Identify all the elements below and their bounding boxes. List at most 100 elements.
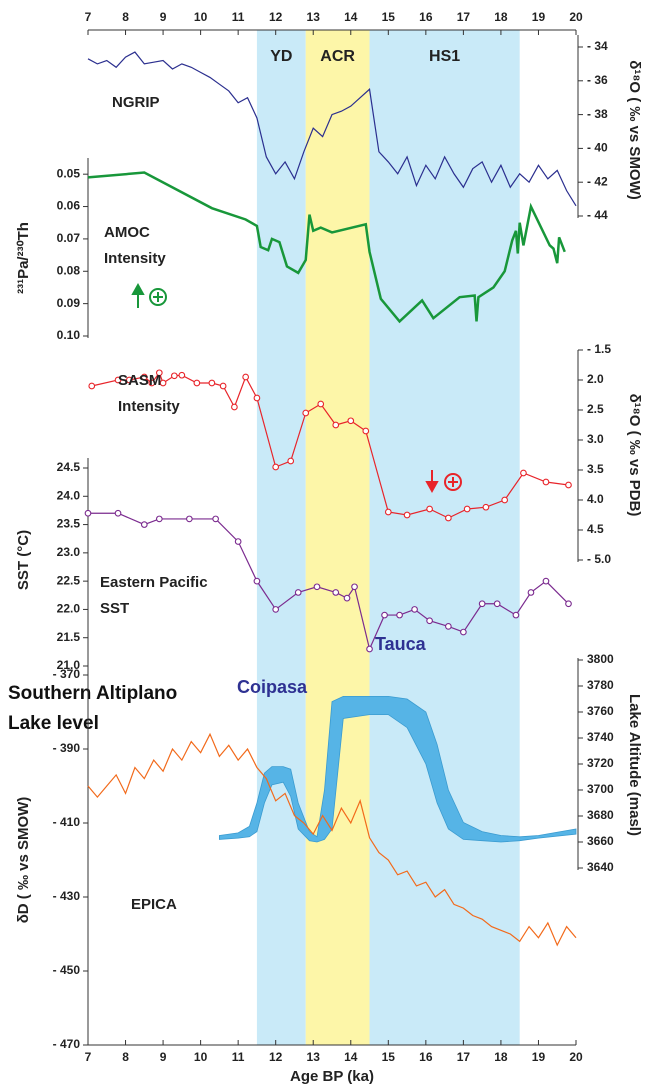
data-point <box>155 369 163 377</box>
x-tick-label: 15 <box>382 1050 396 1064</box>
data-point <box>88 382 96 390</box>
annotation: EPICA <box>131 896 177 913</box>
x-tick-label: 17 <box>457 10 471 24</box>
x-tick-label: 15 <box>382 10 396 24</box>
y-tick-label: 0.05 <box>57 166 81 180</box>
y-tick-label: 3700 <box>587 782 614 796</box>
x-tick-label: 19 <box>532 1050 546 1064</box>
data-point <box>287 457 295 465</box>
y-tick-label: - 5.0 <box>587 552 611 566</box>
y-tick-label: - 1.5 <box>587 342 611 356</box>
x-tick-label: 12 <box>269 10 283 24</box>
y-axis-title: δD ( ‰ vs SMOW) <box>15 797 32 924</box>
y-tick-label: 21.0 <box>57 658 81 672</box>
data-point <box>272 606 280 613</box>
y-tick-label: 3.0 <box>587 432 604 446</box>
y-tick-label: - 450 <box>53 963 81 977</box>
data-point <box>155 515 163 523</box>
annotation: SASM <box>118 372 161 389</box>
data-point <box>512 611 520 619</box>
y-tick-label: 23.0 <box>57 545 81 559</box>
data-point <box>396 611 403 619</box>
y-tick-label: 3660 <box>587 834 614 848</box>
data-point <box>125 376 133 384</box>
annotation: SST <box>100 600 129 617</box>
y-tick-label: 0.06 <box>57 199 81 213</box>
data-point <box>84 509 92 517</box>
data-point <box>178 371 186 379</box>
y-tick-label: - 38 <box>587 107 608 121</box>
y-tick-label: 0.08 <box>57 263 81 277</box>
data-point <box>478 600 486 608</box>
annotation: Lake level <box>8 713 99 734</box>
x-tick-label: 19 <box>532 10 546 24</box>
data-point <box>302 409 310 417</box>
period-bands <box>256 30 520 1045</box>
x-tick-label: 20 <box>569 10 583 24</box>
data-point <box>242 373 250 381</box>
x-tick-label: 9 <box>160 10 167 24</box>
data-point <box>493 600 501 608</box>
data-point <box>231 403 238 411</box>
y-axis-title: δ¹⁸O ( ‰ vs PDB) <box>626 394 643 517</box>
data-point <box>159 379 167 387</box>
data-point <box>253 577 261 585</box>
y-tick-label: 21.5 <box>57 630 81 644</box>
x-tick-label: 14 <box>344 10 358 24</box>
data-point <box>362 427 370 435</box>
data-point <box>186 515 193 523</box>
y-tick-label: - 36 <box>587 73 608 87</box>
x-tick-label: 7 <box>85 1050 92 1064</box>
y-tick-label: 22.5 <box>57 573 81 587</box>
annotation: Intensity <box>104 250 166 267</box>
x-tick-label: 9 <box>160 1050 167 1064</box>
x-tick-label: 13 <box>307 10 321 24</box>
data-point <box>460 628 467 636</box>
y-tick-label: 4.5 <box>587 522 604 536</box>
y-tick-label: 0.09 <box>57 296 81 310</box>
period-band <box>256 30 306 1045</box>
data-point <box>170 372 178 380</box>
y-tick-label: 4.0 <box>587 492 604 506</box>
y-tick-label: 3.5 <box>587 462 604 476</box>
annotation: Coipasa <box>237 677 308 697</box>
x-tick-label: 11 <box>232 1050 245 1064</box>
data-point <box>542 577 550 585</box>
data-point <box>148 379 156 387</box>
amoc-symbol <box>131 282 167 308</box>
y-tick-label: 0.07 <box>57 231 81 245</box>
y-tick-label: 3640 <box>587 860 614 874</box>
y-tick-label: 24.0 <box>57 488 81 502</box>
annotation: Eastern Pacific <box>100 574 208 591</box>
y-tick-label: 22.0 <box>57 602 81 616</box>
x-tick-label: 10 <box>194 1050 208 1064</box>
y-tick-label: - 42 <box>587 174 608 188</box>
data-point <box>426 617 433 625</box>
data-point <box>114 509 122 517</box>
data-point <box>313 583 321 591</box>
data-point <box>366 645 373 653</box>
y-tick-label: - 410 <box>53 815 81 829</box>
data-point <box>426 505 433 513</box>
x-tick-label: 18 <box>494 1050 508 1064</box>
sasm-symbol <box>425 470 462 494</box>
x-tick-label: 10 <box>194 10 208 24</box>
y-tick-label: - 40 <box>587 141 608 155</box>
data-point <box>445 514 452 522</box>
data-point <box>193 379 201 387</box>
data-point <box>140 373 148 381</box>
data-point <box>294 589 302 596</box>
x-tick-label: 16 <box>419 10 433 24</box>
data-point <box>565 600 572 608</box>
data-point <box>332 589 340 596</box>
x-tick-label: 16 <box>419 1050 433 1064</box>
y-tick-label: 3720 <box>587 756 614 770</box>
annotation: NGRIP <box>112 94 160 111</box>
annotation: Tauca <box>375 634 427 654</box>
x-tick-label: 14 <box>344 1050 358 1064</box>
x-tick-label: 20 <box>569 1050 583 1064</box>
y-tick-label: 3760 <box>587 704 614 718</box>
y-tick-label: 2.5 <box>587 402 604 416</box>
data-point <box>234 538 242 545</box>
data-point <box>272 463 280 471</box>
